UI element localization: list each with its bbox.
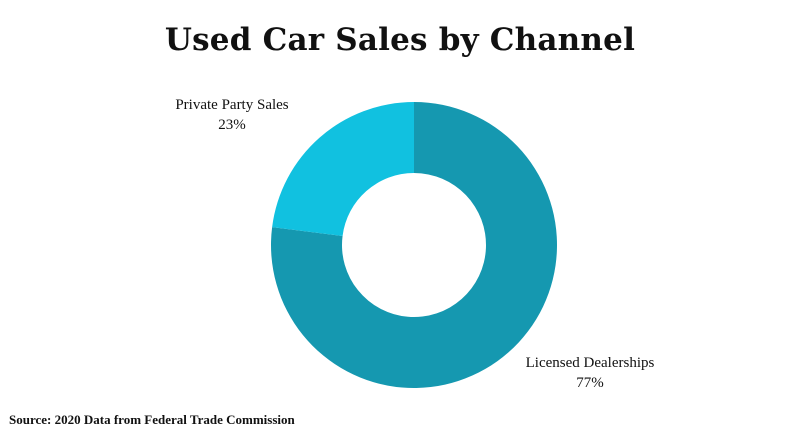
slice-label-licensed-dealerships: Licensed Dealerships 77% — [500, 353, 680, 393]
slice-label-private-party-sales: Private Party Sales 23% — [142, 95, 322, 135]
chart-title: Used Car Sales by Channel — [164, 22, 636, 58]
slice-label-name: Licensed Dealerships — [525, 355, 655, 371]
slice-label-name: Private Party Sales — [175, 97, 289, 113]
slice-licensed-dealerships — [270, 102, 557, 389]
slice-label-value: 77% — [576, 375, 604, 391]
slices-group — [270, 102, 557, 389]
slice-private-party-sales — [272, 102, 414, 236]
slice-label-value: 23% — [218, 117, 246, 133]
source-note: Source: 2020 Data from Federal Trade Com… — [9, 412, 295, 427]
